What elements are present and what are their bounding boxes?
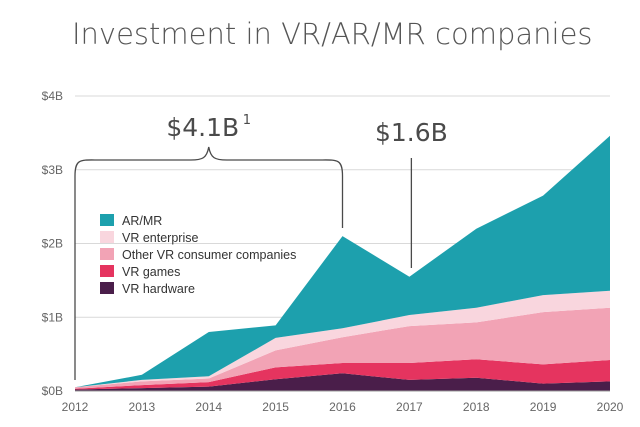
x-tick-label: 2017	[396, 400, 423, 414]
legend-label-vr-hardware: VR hardware	[122, 282, 195, 296]
legend-swatch-vr-hardware	[100, 282, 114, 294]
x-tick-label: 2019	[530, 400, 557, 414]
area-vr-hardware	[75, 373, 610, 391]
chart-title: Investment in VR/AR/MR companies	[72, 17, 593, 51]
legend: AR/MR VR enterprise Other VR consumer comp…	[100, 214, 296, 296]
y-tick-label: $2B	[42, 237, 63, 251]
annotation-superscript: 1	[243, 113, 251, 128]
area-ar-mr	[75, 135, 610, 388]
legend-label-vr-games: VR games	[122, 265, 180, 279]
area-vr-games	[75, 359, 610, 390]
axes: $0B $1B $2B $3B $4B 2012 2013 2014 2015 2016 2017 2…	[42, 89, 624, 414]
x-tick-label: 2016	[329, 400, 356, 414]
x-tick-label: 2020	[597, 400, 624, 414]
area-other-vr-consumer-companies	[75, 307, 610, 389]
annotations: $4.1B 1 $1.6B	[74, 113, 448, 380]
x-tick-label: 2018	[463, 400, 490, 414]
legend-label-ar-mr: AR/MR	[122, 214, 162, 228]
legend-swatch-vr-games	[100, 265, 114, 277]
y-tick-label: $0B	[42, 384, 63, 398]
y-tick-label: $1B	[42, 310, 63, 324]
legend-label-vr-enterprise: VR enterprise	[122, 231, 198, 245]
area-vr-enterprise	[75, 290, 610, 388]
annotation-label: $1.6B	[375, 118, 448, 147]
annotation-brace	[74, 146, 344, 228]
legend-label-other-vr-consumer-companies: Other VR consumer companies	[122, 248, 296, 262]
y-tick-label: $4B	[42, 89, 63, 103]
legend-swatch-other-vr-consumer-companies	[100, 248, 114, 260]
legend-swatch-ar-mr	[100, 214, 114, 226]
x-tick-label: 2014	[195, 400, 222, 414]
x-tick-label: 2015	[262, 400, 289, 414]
x-tick-label: 2012	[62, 400, 89, 414]
legend-swatch-vr-enterprise	[100, 231, 114, 243]
y-tick-label: $3B	[42, 163, 63, 177]
x-tick-label: 2013	[129, 400, 156, 414]
area-series	[75, 135, 610, 391]
annotation-label: $4.1B	[166, 113, 239, 142]
